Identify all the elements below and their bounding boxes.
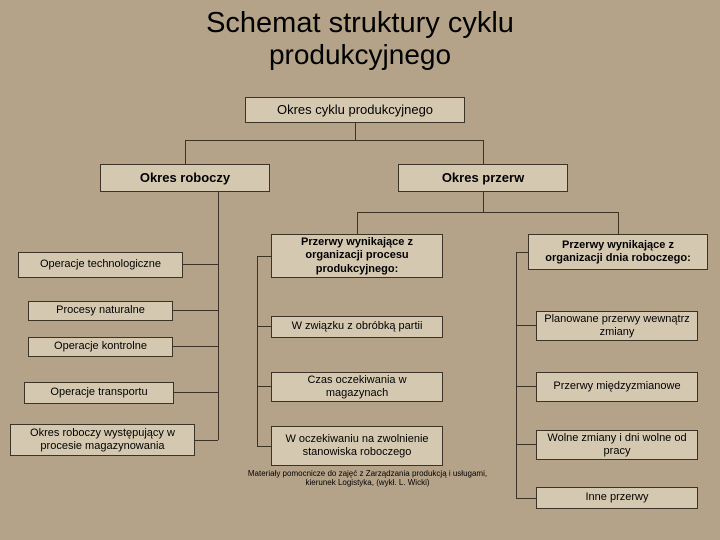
node-inne: Inne przerwy	[536, 487, 698, 509]
connector	[483, 192, 484, 212]
node-root: Okres cyklu produkcyjnego	[245, 97, 465, 123]
connector	[257, 386, 271, 387]
node-op-magaz: Okres roboczy występujący w procesie mag…	[10, 424, 195, 456]
connector	[483, 140, 484, 164]
connector	[355, 123, 356, 140]
node-wolne: Wolne zmiany i dni wolne od pracy	[536, 430, 698, 460]
connector	[516, 325, 536, 326]
connector	[618, 212, 619, 234]
node-op-tech: Operacje technologiczne	[18, 252, 183, 278]
connector	[173, 346, 218, 347]
connector	[516, 252, 528, 253]
node-przerwy-org-dnia: Przerwy wynikające z organizacji dnia ro…	[528, 234, 708, 270]
connector	[257, 256, 258, 446]
diagram-title: Schemat struktury cyklu produkcyjnego	[0, 0, 720, 71]
node-op-trans: Operacje transportu	[24, 382, 174, 404]
connector	[195, 440, 218, 441]
title-line1: Schemat struktury cyklu	[0, 8, 720, 40]
node-planowane: Planowane przerwy wewnątrz zmiany	[536, 311, 698, 341]
node-miedzyzm: Przerwy międzyzmianowe	[536, 372, 698, 402]
footer-text: Materiały pomocnicze do zajęć z Zarządza…	[240, 470, 495, 488]
connector	[218, 192, 219, 440]
connector	[357, 212, 618, 213]
connector	[357, 212, 358, 234]
connector	[185, 140, 483, 141]
node-przerw: Okres przerw	[398, 164, 568, 192]
node-obrobka: W związku z obróbką partii	[271, 316, 443, 338]
connector	[516, 498, 536, 499]
node-roboczy: Okres roboczy	[100, 164, 270, 192]
connector	[257, 256, 271, 257]
connector	[183, 264, 218, 265]
connector	[516, 252, 517, 498]
connector	[173, 310, 218, 311]
connector	[185, 140, 186, 164]
connector	[257, 446, 271, 447]
connector	[174, 392, 218, 393]
connector	[516, 444, 536, 445]
node-magazyn: Czas oczekiwania w magazynach	[271, 372, 443, 402]
connector	[257, 326, 271, 327]
node-proc-nat: Procesy naturalne	[28, 301, 173, 321]
title-line2: produkcyjnego	[0, 40, 720, 71]
node-zwolnienie: W oczekiwaniu na zwolnienie stanowiska r…	[271, 426, 443, 466]
node-op-kontr: Operacje kontrolne	[28, 337, 173, 357]
connector	[516, 386, 536, 387]
node-przerwy-org-prod: Przerwy wynikające z organizacji procesu…	[271, 234, 443, 278]
